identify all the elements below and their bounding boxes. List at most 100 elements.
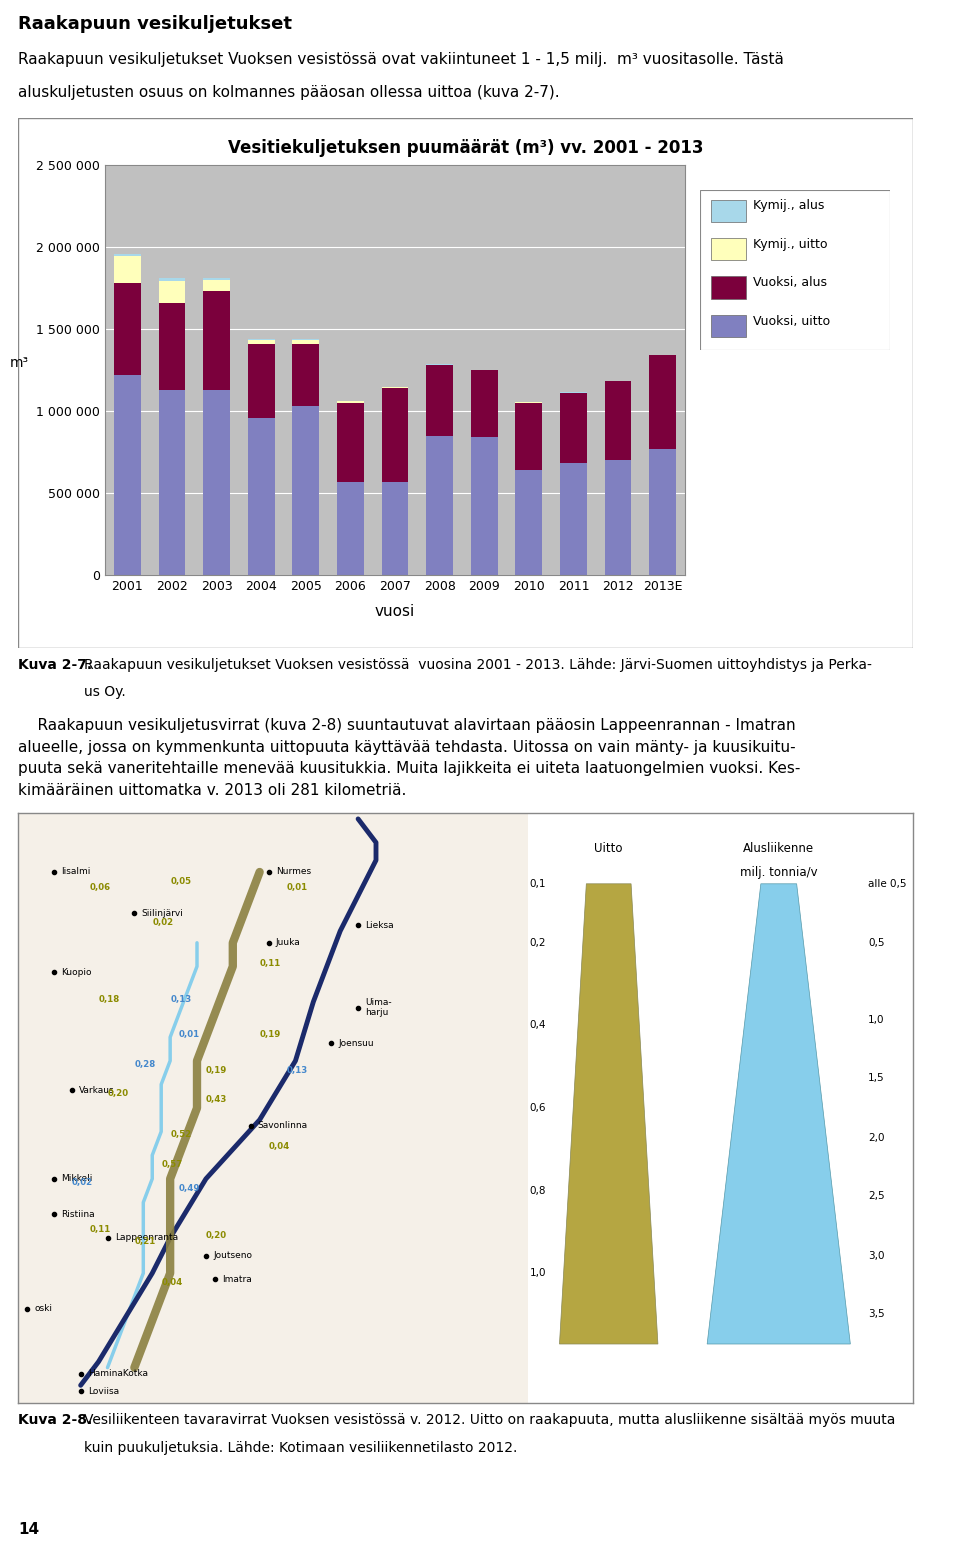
Text: Nurmes: Nurmes: [276, 867, 311, 876]
Text: 0,19: 0,19: [259, 1030, 281, 1039]
Bar: [605, 461, 632, 575]
Text: Kuopio: Kuopio: [61, 968, 91, 977]
Text: Uitto: Uitto: [594, 842, 623, 856]
Bar: [204, 389, 230, 575]
Bar: [18, 813, 528, 1404]
Text: 0,52: 0,52: [170, 1131, 191, 1140]
Text: 0,04: 0,04: [269, 1142, 290, 1151]
Text: Vuoksi, alus: Vuoksi, alus: [754, 276, 828, 290]
Text: aluskuljetusten osuus on kolmannes pääosan ollessa uittoa (kuva 2-7).: aluskuljetusten osuus on kolmannes pääos…: [18, 84, 560, 99]
Text: Kymij., uitto: Kymij., uitto: [754, 237, 828, 251]
Bar: [158, 302, 185, 389]
Text: Joensuu: Joensuu: [339, 1039, 374, 1047]
Text: 0,06: 0,06: [89, 883, 110, 892]
Bar: [248, 344, 275, 417]
Text: Kuva 2-7.: Kuva 2-7.: [18, 658, 92, 672]
Text: 0,20: 0,20: [108, 1089, 129, 1098]
Bar: [337, 403, 364, 481]
Text: Siilinjärvi: Siilinjärvi: [141, 909, 183, 918]
Text: 1,0: 1,0: [868, 1014, 885, 1025]
Bar: [114, 284, 141, 375]
Text: 0,6: 0,6: [530, 1103, 546, 1114]
Bar: [426, 364, 453, 436]
Text: 0,57: 0,57: [161, 1160, 182, 1169]
Text: Vesitiekuljetuksen puumäärät (m³) vv. 2001 - 2013: Vesitiekuljetuksen puumäärät (m³) vv. 20…: [228, 140, 704, 157]
Text: 1,5: 1,5: [868, 1073, 885, 1084]
Bar: [337, 481, 364, 575]
Bar: [711, 200, 746, 222]
Text: Joutseno: Joutseno: [213, 1252, 252, 1259]
Text: 0,01: 0,01: [286, 883, 307, 892]
Bar: [605, 382, 632, 461]
Text: 0,8: 0,8: [530, 1185, 546, 1196]
Text: 0,18: 0,18: [99, 994, 120, 1003]
Polygon shape: [708, 884, 851, 1345]
Text: 0,43: 0,43: [206, 1095, 228, 1104]
Text: HaminaKotka: HaminaKotka: [87, 1370, 148, 1377]
Polygon shape: [560, 884, 658, 1345]
Text: Raakapuun vesikuljetukset: Raakapuun vesikuljetukset: [18, 16, 292, 33]
Text: 3,5: 3,5: [868, 1309, 885, 1320]
Text: 0,11: 0,11: [89, 1225, 110, 1235]
Text: 0,13: 0,13: [170, 994, 191, 1003]
Bar: [516, 403, 542, 470]
Bar: [649, 448, 676, 575]
Bar: [248, 340, 275, 344]
Text: 1,0: 1,0: [530, 1269, 546, 1278]
Text: 0,1: 0,1: [530, 879, 546, 889]
Bar: [382, 481, 408, 575]
Text: Loviisa: Loviisa: [87, 1387, 119, 1396]
Bar: [293, 344, 319, 406]
Text: kuin puukuljetuksia. Lähde: Kotimaan vesiliikennetilasto 2012.: kuin puukuljetuksia. Lähde: Kotimaan ves…: [84, 1441, 517, 1455]
Text: Raakapuun vesikuljetukset Vuoksen vesistössä  vuosina 2001 - 2013. Lähde: Järvi-: Raakapuun vesikuljetukset Vuoksen vesist…: [84, 658, 872, 672]
Text: alle 0,5: alle 0,5: [868, 879, 907, 889]
Text: 2,0: 2,0: [868, 1132, 885, 1143]
Bar: [293, 340, 319, 344]
Bar: [711, 237, 746, 261]
Text: 0,20: 0,20: [206, 1231, 228, 1239]
Text: Vesiliikenteen tavaravirrat Vuoksen vesistössä v. 2012. Uitto on raakapuuta, mut: Vesiliikenteen tavaravirrat Vuoksen vesi…: [84, 1413, 896, 1427]
Bar: [114, 253, 141, 256]
Text: kimääräinen uittomatka v. 2013 oli 281 kilometriä.: kimääräinen uittomatka v. 2013 oli 281 k…: [18, 783, 406, 797]
Bar: [114, 375, 141, 575]
Text: 0,21: 0,21: [134, 1236, 156, 1245]
Text: puuta sekä vaneritehtaille menevää kuusitukkia. Muita lajikkeita ei uiteta laatu: puuta sekä vaneritehtaille menevää kuusi…: [18, 762, 801, 776]
Text: 0,13: 0,13: [286, 1066, 308, 1075]
Bar: [248, 417, 275, 575]
Bar: [204, 279, 230, 292]
Text: Kymij., alus: Kymij., alus: [754, 200, 825, 212]
Text: 3,0: 3,0: [868, 1250, 885, 1261]
Text: Juuka: Juuka: [276, 938, 300, 948]
Bar: [426, 436, 453, 575]
Text: 0,5: 0,5: [868, 938, 885, 948]
Text: Lieksa: Lieksa: [365, 921, 394, 929]
Y-axis label: m³: m³: [10, 357, 29, 371]
Text: Kuva 2-8.: Kuva 2-8.: [18, 1413, 92, 1427]
Bar: [560, 464, 587, 575]
Bar: [293, 406, 319, 575]
Bar: [158, 278, 185, 281]
Text: 0,02: 0,02: [72, 1177, 93, 1187]
Text: Iisalmi: Iisalmi: [61, 867, 90, 876]
Text: Vuoksi, uitto: Vuoksi, uitto: [754, 315, 830, 327]
Text: 0,28: 0,28: [134, 1059, 156, 1069]
Bar: [382, 388, 408, 481]
Bar: [516, 470, 542, 575]
Text: oski: oski: [35, 1304, 52, 1314]
Text: 2,5: 2,5: [868, 1191, 885, 1202]
Text: Raakapuun vesikuljetusvirrat (kuva 2-8) suuntautuvat alavirtaan pääosin Lappeenr: Raakapuun vesikuljetusvirrat (kuva 2-8) …: [18, 718, 796, 734]
Text: 0,04: 0,04: [161, 1278, 182, 1287]
Text: 0,19: 0,19: [206, 1066, 228, 1075]
Text: 0,02: 0,02: [153, 918, 174, 927]
Bar: [711, 276, 746, 299]
Text: 0,01: 0,01: [180, 1030, 201, 1039]
Text: 0,05: 0,05: [170, 876, 191, 886]
Text: us Oy.: us Oy.: [84, 684, 126, 698]
Text: 0,4: 0,4: [530, 1021, 546, 1030]
Text: 0,11: 0,11: [259, 960, 281, 968]
Text: Raakapuun vesikuljetukset Vuoksen vesistössä ovat vakiintuneet 1 - 1,5 milj.  m³: Raakapuun vesikuljetukset Vuoksen vesist…: [18, 53, 784, 67]
Bar: [158, 281, 185, 302]
Text: Lappeenranta: Lappeenranta: [114, 1233, 178, 1242]
X-axis label: vuosi: vuosi: [374, 603, 415, 619]
Bar: [204, 292, 230, 389]
